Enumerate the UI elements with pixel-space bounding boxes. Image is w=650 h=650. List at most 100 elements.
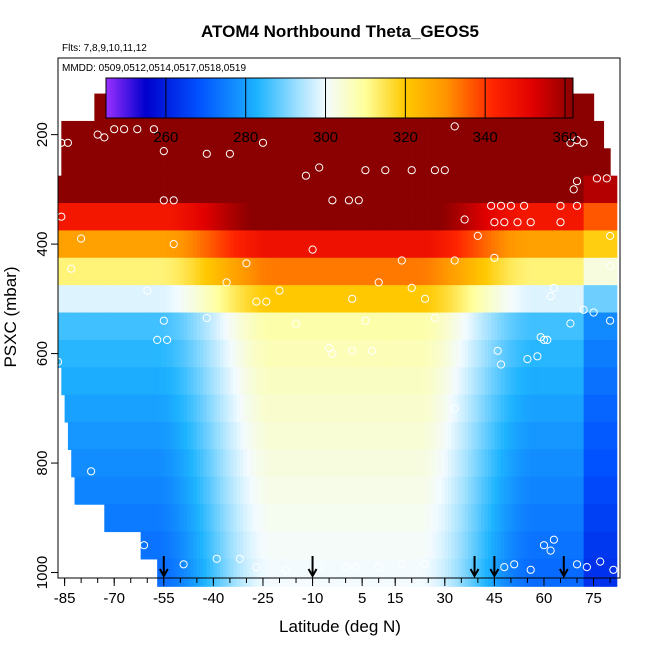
heatmap-cell: [395, 504, 400, 533]
heatmap-cell: [342, 285, 347, 314]
heatmap-cell: [325, 257, 330, 286]
heatmap-cell: [477, 120, 482, 149]
heatmap-cell: [547, 339, 552, 368]
heatmap-cell: [282, 339, 287, 368]
observation-point: [153, 335, 162, 344]
heatmap-cell: [219, 257, 224, 286]
heatmap-cell: [229, 394, 234, 423]
heatmap-cell: [100, 285, 105, 314]
heatmap-cell: [477, 230, 482, 259]
heatmap-cell: [286, 476, 291, 505]
heatmap-cell: [557, 175, 562, 204]
heatmap-cell: [431, 148, 436, 177]
heatmap-cell: [229, 285, 234, 314]
heatmap-cell: [296, 558, 300, 587]
heatmap-cell: [332, 367, 337, 396]
heatmap-cell: [91, 476, 95, 505]
heatmap-cell: [395, 175, 400, 204]
heatmap-cell: [312, 148, 317, 177]
heatmap-cell: [553, 558, 558, 587]
heatmap-cell: [170, 367, 175, 396]
heatmap-cell: [272, 230, 277, 259]
heatmap-cell: [487, 285, 492, 314]
heatmap-cell: [81, 120, 86, 149]
heatmap-cell: [243, 285, 248, 314]
heatmap-cell: [391, 175, 396, 204]
heatmap-cell: [256, 476, 261, 505]
heatmap-cell: [481, 422, 486, 450]
heatmap-cell: [266, 339, 271, 368]
heatmap-cell: [458, 339, 462, 368]
heatmap-cell: [411, 175, 416, 204]
heatmap-cell: [74, 367, 79, 396]
heatmap-cell: [319, 203, 324, 232]
heatmap-cell: [134, 230, 138, 259]
heatmap-cell: [583, 175, 588, 204]
heatmap-cell: [173, 367, 178, 396]
heatmap-cell: [233, 367, 238, 396]
heatmap-cell: [421, 394, 426, 423]
heatmap-cell: [193, 449, 198, 478]
heatmap-cell: [117, 312, 122, 341]
heatmap-cell: [500, 449, 505, 478]
heatmap-cell: [458, 476, 462, 505]
heatmap-cell: [593, 394, 598, 423]
observation-point: [381, 166, 390, 175]
heatmap-cell: [299, 367, 304, 396]
heatmap-cell: [183, 339, 188, 368]
heatmap-cell: [570, 367, 575, 396]
heatmap-cell: [481, 203, 486, 232]
heatmap-cell: [71, 148, 76, 177]
heatmap-cell: [481, 339, 486, 368]
heatmap-cell: [269, 285, 274, 314]
heatmap-cell: [160, 203, 165, 232]
heatmap-cell: [246, 203, 251, 232]
heatmap-cell: [309, 394, 314, 423]
heatmap-cell: [401, 531, 406, 560]
heatmap-cell: [289, 285, 294, 314]
heatmap-cell: [239, 449, 244, 478]
heatmap-cell: [127, 257, 132, 286]
heatmap-cell: [405, 148, 410, 177]
heatmap-cell: [547, 367, 552, 396]
heatmap-cell: [67, 120, 72, 149]
heatmap-cell: [530, 476, 535, 505]
heatmap-cell: [444, 504, 449, 533]
heatmap-cell: [510, 312, 515, 341]
heatmap-cell: [289, 312, 294, 341]
heatmap-cell: [210, 175, 214, 204]
heatmap-cell: [606, 394, 611, 423]
heatmap-cell: [464, 148, 469, 177]
heatmap-cell: [471, 203, 476, 232]
heatmap-cell: [418, 558, 423, 587]
heatmap-cell: [223, 257, 228, 286]
heatmap-cell: [84, 312, 89, 341]
heatmap-cell: [272, 476, 277, 505]
heatmap-cell: [322, 148, 327, 177]
heatmap-cell: [365, 339, 370, 368]
heatmap-cell: [586, 120, 591, 149]
heatmap-cell: [130, 203, 135, 232]
heatmap-cell: [477, 504, 482, 533]
heatmap-cell: [167, 476, 171, 505]
heatmap-cell: [200, 120, 205, 149]
heatmap-cell: [381, 257, 386, 286]
heatmap-cell: [253, 394, 257, 423]
heatmap-cell: [177, 394, 181, 423]
heatmap-cell: [279, 504, 284, 533]
heatmap-cell: [391, 531, 396, 560]
heatmap-cell: [540, 339, 545, 368]
observation-point: [235, 554, 244, 563]
heatmap-cell: [339, 285, 343, 314]
heatmap-cell: [256, 120, 261, 149]
heatmap-cell: [524, 312, 529, 341]
heatmap-cell: [167, 394, 171, 423]
heatmap-cell: [391, 367, 396, 396]
heatmap-cell: [438, 120, 443, 149]
heatmap-cell: [385, 285, 390, 314]
heatmap-cell: [368, 203, 373, 232]
heatmap-cell: [143, 449, 148, 478]
heatmap-cell: [352, 230, 357, 259]
heatmap-cell: [305, 476, 310, 505]
heatmap-cell: [385, 367, 390, 396]
